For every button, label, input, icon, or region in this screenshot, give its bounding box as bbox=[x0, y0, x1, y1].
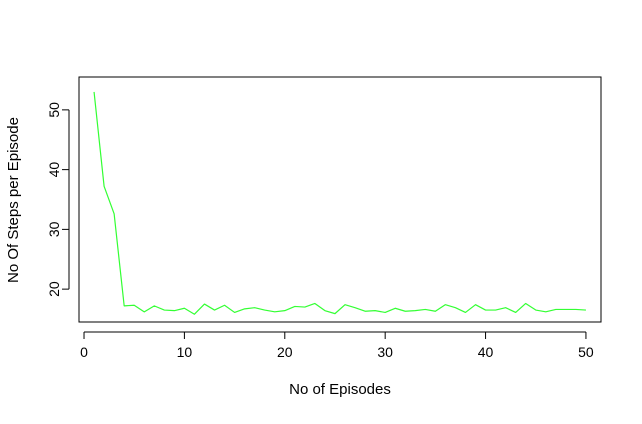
x-tick-label: 30 bbox=[377, 344, 393, 360]
x-axis-title: No of Episodes bbox=[289, 381, 391, 398]
x-tick-label: 50 bbox=[578, 344, 594, 360]
y-tick-label: 50 bbox=[46, 102, 62, 118]
y-axis-title: No Of Steps per Episode bbox=[5, 117, 22, 283]
x-tick-label: 10 bbox=[177, 344, 193, 360]
x-axis: 0 10 20 30 40 50 bbox=[80, 331, 594, 360]
series-layer bbox=[93, 91, 586, 315]
y-tick-label: 40 bbox=[46, 162, 62, 178]
x-tick-label: 20 bbox=[277, 344, 293, 360]
x-tick-label: 0 bbox=[80, 344, 88, 360]
y-axis: 20 30 40 50 bbox=[46, 102, 70, 297]
series-line bbox=[93, 91, 586, 315]
y-tick-label: 30 bbox=[46, 221, 62, 237]
x-tick-label: 40 bbox=[478, 344, 494, 360]
plot-box bbox=[78, 76, 602, 323]
y-tick-label: 20 bbox=[46, 281, 62, 297]
